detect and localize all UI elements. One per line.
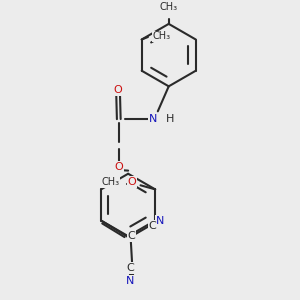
Text: O: O [114,162,123,172]
Text: CH₃: CH₃ [153,32,171,41]
Text: C: C [127,263,134,273]
Text: CH₃: CH₃ [101,177,119,187]
Text: O: O [128,177,136,187]
Text: N: N [149,114,158,124]
Text: O: O [114,85,122,95]
Text: H: H [166,114,174,124]
Text: C: C [128,231,135,241]
Text: CH₃: CH₃ [160,2,178,12]
Text: C: C [149,221,157,231]
Text: N: N [156,216,164,226]
Text: N: N [126,275,135,286]
